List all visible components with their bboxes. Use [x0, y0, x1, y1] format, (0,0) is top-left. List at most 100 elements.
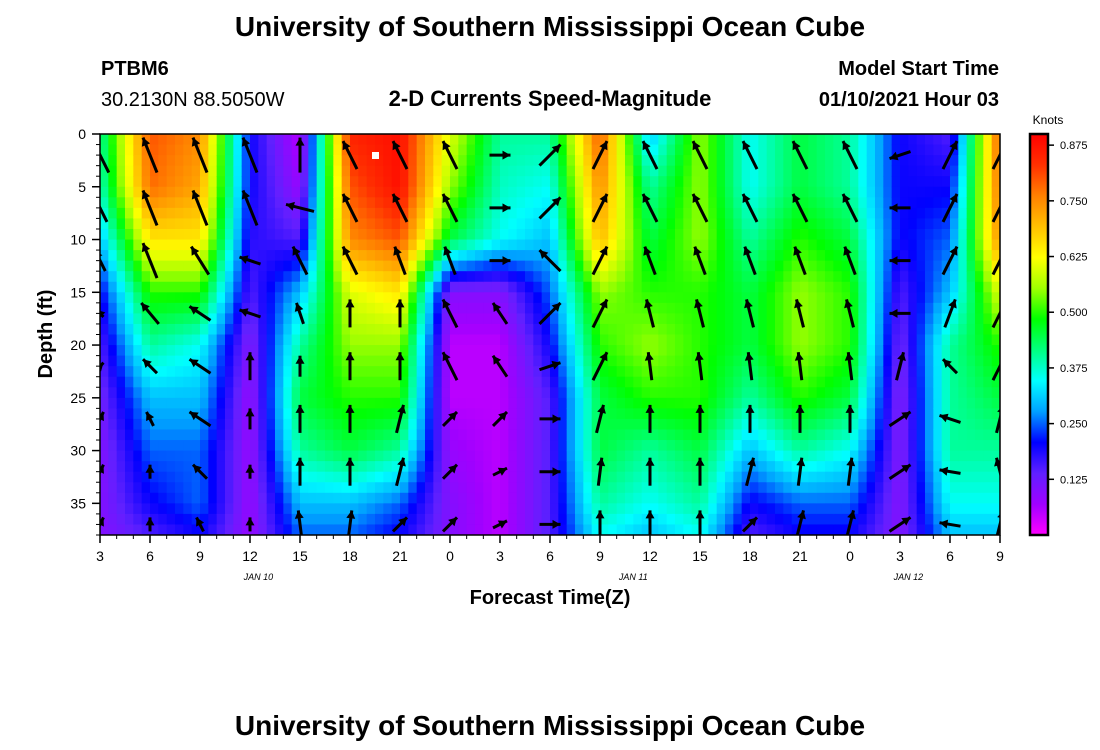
heatmap-cell [933, 271, 943, 283]
heatmap-cell [766, 450, 776, 462]
heatmap-cell [758, 281, 768, 293]
heatmap-cell [341, 408, 351, 420]
heatmap-cell [250, 250, 259, 262]
heatmap-cell [558, 366, 568, 378]
heatmap-cell [816, 355, 826, 367]
heatmap-cell [441, 492, 451, 504]
heatmap-cell [650, 376, 659, 388]
heatmap-cell [200, 387, 209, 399]
heatmap-cell [275, 397, 284, 409]
heatmap-cell [800, 524, 809, 535]
heatmap-cell [375, 387, 384, 399]
heatmap-cell [958, 281, 968, 293]
heatmap-cell [616, 218, 626, 230]
x-axis-ticks: 3 6 9 12 15 18 21 0 3 6 9 12 15 18 21 0 3 6 9 [96, 535, 1004, 564]
heatmap-cell [316, 482, 326, 494]
heatmap-cell [675, 440, 684, 452]
heatmap-cell [708, 134, 718, 146]
heatmap-cell [808, 239, 818, 251]
heatmap-cell [683, 197, 693, 209]
heatmap-cell [291, 387, 301, 399]
current-vector-arrow [341, 245, 359, 276]
heatmap-cell [925, 176, 934, 188]
heatmap-cell [316, 228, 326, 241]
heatmap-cell [658, 397, 668, 409]
heatmap-cell [875, 165, 884, 177]
heatmap-cell [233, 471, 243, 483]
heatmap-cell [450, 492, 459, 504]
heatmap-cell [341, 281, 351, 293]
heatmap-cell [816, 429, 826, 441]
heatmap-cell [858, 524, 868, 535]
heatmap-cell [733, 513, 743, 526]
heatmap-cell [366, 503, 376, 515]
heatmap-cell [858, 334, 868, 346]
heatmap-cell [133, 155, 143, 167]
heatmap-cell [975, 387, 984, 399]
current-vector-arrow [843, 246, 857, 276]
heatmap-cell [125, 323, 134, 336]
heatmap-cell [950, 471, 959, 483]
heatmap-cell [266, 281, 276, 293]
heatmap-cell [916, 302, 926, 314]
heatmap-cell [950, 197, 959, 209]
heatmap-cell [475, 429, 484, 441]
heatmap-cell [975, 482, 984, 494]
heatmap-cell [175, 492, 184, 504]
heatmap-cell [350, 461, 359, 473]
heatmap-cell [475, 387, 484, 399]
heatmap-cell [741, 513, 751, 526]
heatmap-cell [183, 323, 193, 336]
heatmap-cell [708, 323, 718, 336]
heatmap-cell [516, 376, 526, 388]
heatmap-cell [550, 355, 559, 367]
heatmap-cell [650, 461, 659, 473]
arrow-head [245, 464, 255, 473]
heatmap-cell [891, 165, 901, 177]
heatmap-cell [100, 334, 109, 346]
heatmap-cell [366, 271, 376, 283]
heatmap-cell [275, 260, 284, 272]
heatmap-cell [658, 218, 668, 230]
heatmap-cell [850, 313, 859, 325]
current-vector-arrow [395, 299, 405, 328]
heatmap-cell [741, 440, 751, 452]
heatmap-cell [891, 524, 901, 535]
heatmap-cell [808, 418, 818, 431]
heatmap-cell [675, 482, 684, 494]
heatmap-cell [566, 302, 576, 314]
heatmap-cell [508, 250, 518, 262]
heatmap-cell [266, 250, 276, 262]
heatmap-cell [283, 471, 293, 483]
heatmap-cell [800, 207, 809, 220]
heatmap-cell [391, 387, 401, 399]
y-tick-label: 25 [70, 390, 86, 406]
heatmap-cell [308, 471, 318, 483]
heatmap-cell [641, 176, 651, 188]
heatmap-cell [866, 429, 876, 441]
heatmap-cell [183, 482, 193, 494]
heatmap-cell [941, 429, 951, 441]
heatmap-cell [766, 418, 776, 431]
heatmap-cell [708, 387, 718, 399]
heatmap-cell [508, 228, 518, 241]
heatmap-cell [958, 376, 968, 388]
heatmap-cell [991, 524, 1000, 535]
heatmap-cell [600, 503, 609, 515]
heatmap-cell [341, 513, 351, 526]
heatmap-cell [400, 144, 409, 156]
heatmap-cell [125, 292, 134, 304]
heatmap-cell [350, 366, 359, 378]
heatmap-cell [550, 503, 559, 515]
heatmap-cell [250, 155, 259, 167]
heatmap-cell [875, 492, 884, 504]
heatmap-cell [800, 281, 809, 293]
heatmap-cell [658, 313, 668, 325]
heatmap-cell [550, 155, 559, 167]
heatmap-cell [158, 345, 168, 357]
heatmap-cell [408, 345, 418, 357]
heatmap-cell [133, 271, 143, 283]
heatmap-cell [725, 302, 734, 314]
heatmap-cell [733, 313, 743, 325]
heatmap-cell [516, 345, 526, 357]
